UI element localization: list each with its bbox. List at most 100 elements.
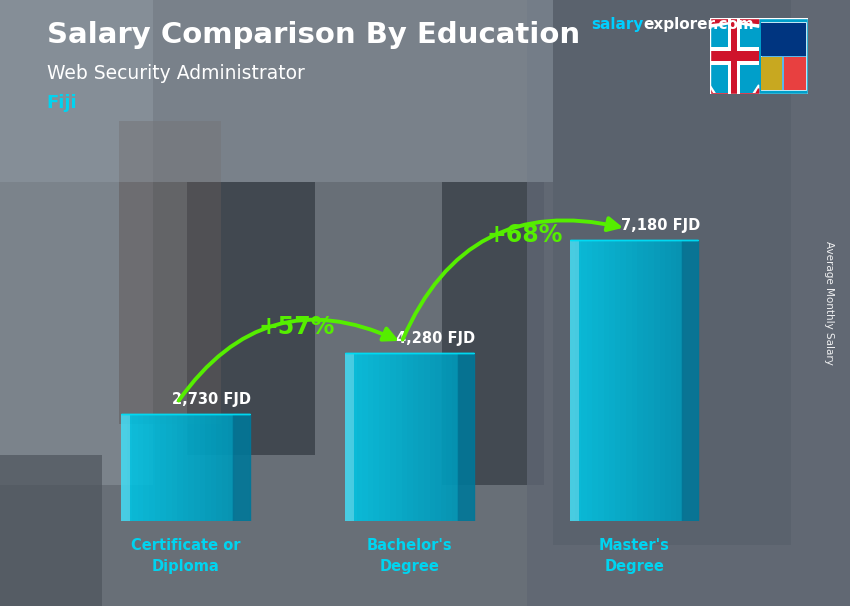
Bar [172, 414, 177, 521]
Text: Salary Comparison By Education: Salary Comparison By Education [47, 21, 580, 49]
Bar [166, 414, 172, 521]
Bar [127, 414, 133, 521]
Bar [228, 414, 233, 521]
Bar [345, 353, 457, 521]
Bar [677, 239, 682, 521]
Bar [222, 414, 228, 521]
Bar [149, 414, 155, 521]
Bar [385, 353, 390, 521]
Text: 4,280 FJD: 4,280 FJD [396, 331, 475, 346]
Bar [643, 239, 649, 521]
Text: Bachelor's
Degree: Bachelor's Degree [367, 538, 452, 574]
Bar [441, 353, 446, 521]
Polygon shape [710, 88, 758, 94]
Bar [217, 414, 222, 521]
Text: Average Monthly Salary: Average Monthly Salary [824, 241, 834, 365]
Polygon shape [710, 85, 758, 94]
Bar [133, 414, 138, 521]
Bar [666, 239, 671, 521]
Bar [373, 353, 379, 521]
Bar [654, 239, 660, 521]
Polygon shape [457, 353, 474, 521]
Bar [121, 414, 127, 521]
Bar [581, 239, 586, 521]
Bar [570, 239, 575, 521]
Bar [570, 239, 682, 521]
Bar [155, 414, 161, 521]
Bar [189, 414, 194, 521]
Bar [0, 0, 153, 485]
Bar [731, 18, 737, 94]
Bar [211, 414, 217, 521]
Bar [407, 353, 413, 521]
Bar [183, 414, 189, 521]
Bar [161, 414, 166, 521]
Bar [119, 121, 221, 424]
Bar [570, 239, 579, 521]
Bar [138, 414, 144, 521]
Bar [604, 239, 609, 521]
Polygon shape [710, 18, 758, 27]
Bar [429, 353, 435, 521]
Bar [609, 239, 615, 521]
Bar [761, 22, 806, 90]
Bar [761, 57, 782, 90]
Text: Web Security Administrator: Web Security Administrator [47, 64, 304, 82]
Bar [638, 239, 643, 521]
Bar [177, 414, 183, 521]
Bar [660, 239, 666, 521]
Bar [728, 18, 740, 94]
Text: +68%: +68% [487, 223, 564, 247]
Text: explorer.com: explorer.com [643, 17, 754, 32]
Bar [357, 353, 362, 521]
Bar [446, 353, 452, 521]
Bar [413, 353, 418, 521]
Bar [401, 353, 407, 521]
Bar [424, 353, 429, 521]
Text: Master's
Degree: Master's Degree [598, 538, 670, 574]
Bar [368, 353, 373, 521]
Bar [710, 51, 758, 61]
Bar [121, 414, 233, 521]
Bar [187, 182, 314, 454]
Bar [0, 454, 102, 606]
Bar [575, 239, 581, 521]
Text: +57%: +57% [258, 315, 335, 339]
Polygon shape [710, 18, 758, 24]
Bar [649, 239, 654, 521]
Bar [418, 353, 424, 521]
Text: Certificate or
Diploma: Certificate or Diploma [131, 538, 240, 574]
Bar [345, 353, 351, 521]
Bar [121, 414, 130, 521]
Bar [351, 353, 357, 521]
Bar [620, 239, 626, 521]
Bar [452, 353, 457, 521]
Polygon shape [233, 414, 250, 521]
Bar [362, 353, 368, 521]
Bar [761, 22, 806, 56]
Bar [200, 414, 205, 521]
Text: Fiji: Fiji [47, 94, 77, 112]
Text: 2,730 FJD: 2,730 FJD [172, 392, 251, 407]
Bar [345, 353, 354, 521]
Polygon shape [682, 239, 699, 521]
Bar [390, 353, 396, 521]
Bar [592, 239, 598, 521]
Polygon shape [710, 88, 758, 94]
Bar [396, 353, 401, 521]
Bar [784, 57, 806, 90]
Bar [379, 353, 385, 521]
Bar [598, 239, 604, 521]
Bar [144, 414, 149, 521]
Bar [194, 414, 200, 521]
Bar [527, 0, 850, 606]
Bar [442, 182, 544, 485]
Polygon shape [710, 18, 758, 27]
Polygon shape [710, 18, 758, 24]
Bar [615, 239, 620, 521]
Polygon shape [710, 85, 758, 94]
Bar [586, 239, 592, 521]
Text: 7,180 FJD: 7,180 FJD [620, 218, 700, 233]
Bar [552, 0, 790, 545]
Bar [435, 353, 441, 521]
